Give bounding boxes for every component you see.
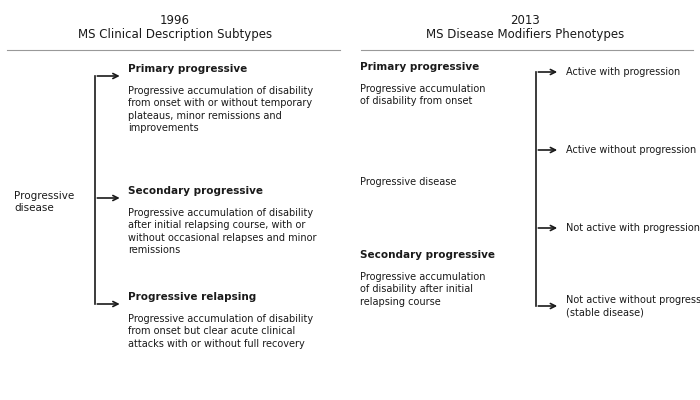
Text: MS Disease Modifiers Phenotypes: MS Disease Modifiers Phenotypes xyxy=(426,28,624,41)
Text: Active without progression: Active without progression xyxy=(566,145,696,155)
Text: Active with progression: Active with progression xyxy=(566,67,680,77)
Text: Not active with progression: Not active with progression xyxy=(566,223,699,233)
Text: Secondary progressive: Secondary progressive xyxy=(360,250,496,260)
Text: Secondary progressive: Secondary progressive xyxy=(128,186,263,196)
Text: Primary progressive: Primary progressive xyxy=(128,64,247,74)
Text: Progressive disease: Progressive disease xyxy=(360,177,457,187)
Text: Progressive accumulation
of disability from onset: Progressive accumulation of disability f… xyxy=(360,84,486,106)
Text: Progressive accumulation of disability
from onset with or without temporary
plat: Progressive accumulation of disability f… xyxy=(128,86,313,133)
Text: Progressive accumulation
of disability after initial
relapsing course: Progressive accumulation of disability a… xyxy=(360,272,486,307)
Text: Primary progressive: Primary progressive xyxy=(360,62,480,72)
Text: Not active without progression
(stable disease): Not active without progression (stable d… xyxy=(566,295,700,317)
Text: 2013: 2013 xyxy=(510,14,540,27)
Text: Progressive accumulation of disability
after initial relapsing course, with or
w: Progressive accumulation of disability a… xyxy=(128,208,316,255)
Text: MS Clinical Description Subtypes: MS Clinical Description Subtypes xyxy=(78,28,272,41)
Text: Progressive relapsing: Progressive relapsing xyxy=(128,292,256,302)
Text: 1996: 1996 xyxy=(160,14,190,27)
Text: Progressive accumulation of disability
from onset but clear acute clinical
attac: Progressive accumulation of disability f… xyxy=(128,314,313,349)
Text: Progressive
disease: Progressive disease xyxy=(14,191,74,213)
